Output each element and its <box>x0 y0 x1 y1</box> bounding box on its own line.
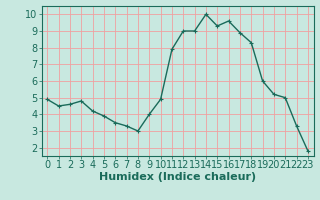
X-axis label: Humidex (Indice chaleur): Humidex (Indice chaleur) <box>99 172 256 182</box>
